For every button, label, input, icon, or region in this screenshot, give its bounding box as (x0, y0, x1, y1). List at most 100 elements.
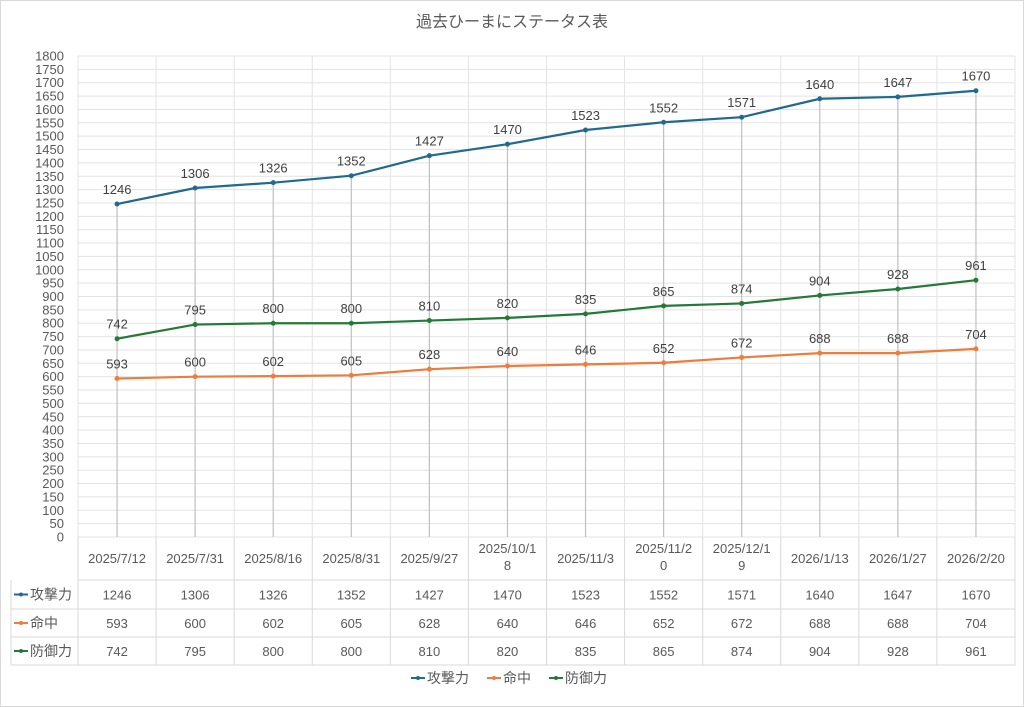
legend-marker (416, 676, 420, 680)
data-point (426, 366, 432, 372)
y-tick-label: 200 (42, 476, 64, 491)
table-cell: 928 (887, 644, 909, 659)
y-tick-label: 450 (42, 409, 64, 424)
y-tick-label: 800 (42, 316, 64, 331)
data-label: 704 (965, 327, 987, 342)
data-point (270, 320, 276, 326)
y-tick-label: 650 (42, 356, 64, 371)
table-cell: 1647 (883, 588, 912, 603)
y-tick-label: 1050 (35, 249, 64, 264)
data-point (895, 94, 901, 100)
data-point (192, 185, 198, 191)
table-cell: 1352 (337, 588, 366, 603)
data-point (348, 372, 354, 378)
table-series-name: 攻撃力 (30, 587, 72, 603)
data-label: 820 (497, 296, 519, 311)
table-series-name: 防御力 (30, 643, 72, 659)
data-point (661, 119, 667, 125)
x-category-label: 0 (660, 558, 667, 573)
data-point (348, 320, 354, 326)
data-label: 1306 (181, 166, 210, 181)
data-point (583, 127, 589, 133)
y-tick-label: 1650 (35, 89, 64, 104)
x-category-label: 2026/2/20 (947, 551, 1005, 566)
x-category-label: 2025/8/31 (322, 551, 380, 566)
data-label: 1326 (259, 161, 288, 176)
data-label: 742 (106, 317, 128, 332)
data-point (739, 114, 745, 120)
table-cell: 961 (965, 644, 987, 659)
series-line-命中 (117, 347, 977, 380)
table-cell: 1470 (493, 588, 522, 603)
data-point (114, 201, 120, 207)
y-tick-label: 1600 (35, 102, 64, 117)
table-cell: 1427 (415, 588, 444, 603)
data-label: 1427 (415, 134, 444, 149)
chart-title: 過去ひーまにステータス表 (416, 13, 608, 31)
table-cell: 800 (262, 644, 284, 659)
data-point (583, 361, 589, 367)
data-label: 600 (184, 355, 206, 370)
data-point (973, 346, 979, 352)
y-tick-label: 100 (42, 503, 64, 518)
table-cell: 688 (809, 616, 831, 631)
data-point (270, 180, 276, 186)
table-cell: 628 (419, 616, 441, 631)
x-category-label: 2025/7/31 (166, 551, 224, 566)
x-category-label: 8 (504, 558, 511, 573)
x-category-label: 2025/11/2 (635, 541, 692, 556)
data-label: 688 (887, 331, 909, 346)
series-line-防御力 (116, 279, 977, 340)
data-point (348, 173, 354, 179)
y-tick-label: 1200 (35, 209, 64, 224)
data-label: 1352 (337, 154, 366, 169)
data-point (114, 336, 120, 342)
data-label: 628 (419, 347, 441, 362)
data-label: 795 (184, 303, 206, 318)
table-cell: 1246 (103, 588, 132, 603)
data-point (895, 286, 901, 292)
table-cell: 704 (965, 616, 987, 631)
data-label: 1523 (571, 108, 600, 123)
data-point (426, 153, 432, 159)
table-cell: 865 (653, 644, 675, 659)
data-point (973, 88, 979, 94)
y-tick-label: 1500 (35, 129, 64, 144)
data-label: 874 (731, 281, 753, 296)
data-label: 928 (887, 267, 909, 282)
table-cell: 672 (731, 616, 753, 631)
y-tick-label: 300 (42, 449, 64, 464)
data-label: 1647 (883, 75, 912, 90)
series-line-攻撃力 (116, 89, 977, 206)
data-point (426, 318, 432, 324)
data-point (270, 373, 276, 379)
legend-key-marker (19, 649, 23, 653)
data-label: 672 (731, 335, 753, 350)
data-label: 800 (262, 301, 284, 316)
x-category-label: 2025/7/12 (88, 551, 146, 566)
table-cell: 810 (419, 644, 441, 659)
data-label: 1470 (493, 122, 522, 137)
y-tick-label: 400 (42, 423, 64, 438)
table-cell: 1640 (805, 588, 834, 603)
table-cell: 1523 (571, 588, 600, 603)
data-label: 1670 (961, 69, 990, 84)
y-tick-label: 1700 (35, 75, 64, 90)
data-label: 1552 (649, 100, 678, 115)
data-label: 593 (106, 357, 128, 372)
data-label: 800 (340, 301, 362, 316)
table-cell: 605 (340, 616, 362, 631)
data-point (192, 322, 198, 328)
table-series-name: 命中 (30, 615, 58, 631)
data-label: 605 (340, 353, 362, 368)
y-tick-label: 1150 (36, 222, 64, 237)
legend-label: 命中 (503, 670, 531, 686)
table-cell: 602 (262, 616, 284, 631)
y-tick-label: 250 (42, 463, 64, 478)
data-label: 865 (653, 284, 675, 299)
x-category-label: 2025/11/3 (557, 551, 614, 566)
table-cell: 646 (575, 616, 597, 631)
y-tick-label: 1550 (35, 115, 64, 130)
legend-marker (492, 676, 496, 680)
x-category-label: 2025/10/1 (479, 541, 537, 556)
